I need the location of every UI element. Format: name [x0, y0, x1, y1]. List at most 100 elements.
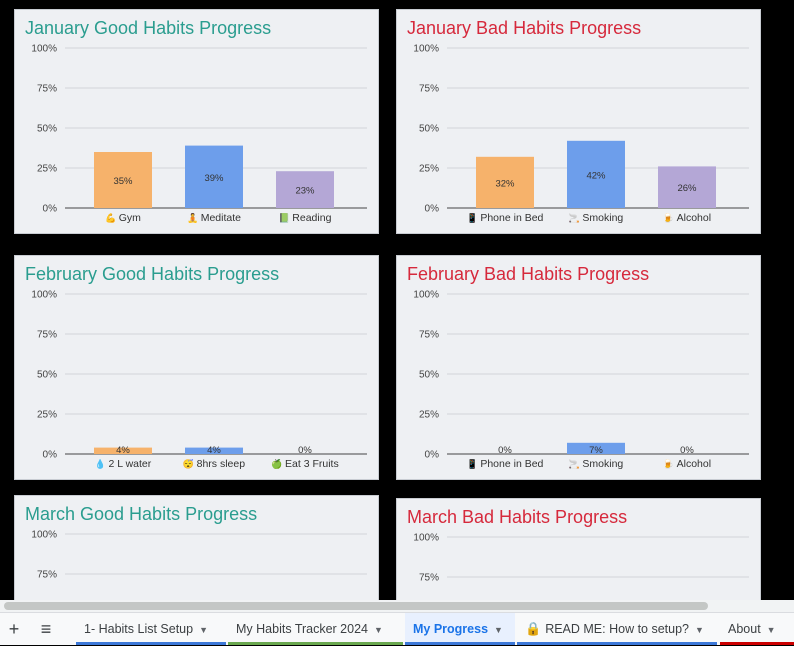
- all-sheets-menu-icon[interactable]: ≡: [40, 619, 52, 639]
- chart-title: January Bad Habits Progress: [407, 18, 642, 38]
- category-text: Phone in Bed: [480, 458, 543, 470]
- habit-emoji-icon: 🧘: [187, 212, 201, 223]
- category-text: 8hrs sleep: [197, 458, 246, 470]
- chevron-down-icon[interactable]: ▼: [199, 625, 209, 635]
- bar-data-label: 35%: [113, 176, 133, 187]
- bar: [476, 156, 534, 208]
- category-text: Meditate: [201, 212, 241, 224]
- habit-emoji-icon: 🍺: [663, 458, 677, 469]
- chevron-down-icon[interactable]: ▼: [766, 625, 776, 635]
- scrollbar-thumb[interactable]: [4, 602, 708, 610]
- chevron-down-icon[interactable]: ▼: [494, 625, 503, 635]
- category-text: Alcohol: [677, 458, 711, 470]
- chevron-down-icon[interactable]: ▼: [695, 625, 704, 635]
- tab-label: My Progress: [413, 622, 489, 636]
- chart-march-bad-habits[interactable]: March Bad Habits Progress 100% 75%: [396, 498, 761, 600]
- chart-title: March Bad Habits Progress: [407, 507, 628, 527]
- bar-data-label: 4%: [116, 445, 130, 456]
- chart-february-good-habits[interactable]: February Good Habits Progress 100% 75% 50%…: [14, 255, 379, 480]
- x-category-label: 🧘 Meditate: [187, 212, 241, 224]
- bar-data-label: 7%: [589, 445, 603, 456]
- category-text: Reading: [292, 212, 331, 224]
- chart-january-good-habits[interactable]: January Good Habits Progress 100% 75% 50% 2…: [14, 9, 379, 234]
- tab-my-habits-tracker-2024[interactable]: My Habits Tracker 2024 ▼: [228, 613, 403, 645]
- bar-data-label: 26%: [677, 183, 697, 194]
- y-tick-label: 100%: [31, 290, 57, 301]
- bar: [94, 447, 152, 454]
- chart-title: March Good Habits Progress: [25, 504, 258, 524]
- bar-data-label: 23%: [295, 186, 315, 197]
- x-category-label: 💪 Gym: [105, 212, 141, 224]
- bar: [567, 442, 625, 454]
- tab-color-indicator: [76, 642, 226, 645]
- habit-emoji-icon: 💧: [95, 458, 109, 469]
- bar-chart: 100% 75% 50% 25% 0% 4% 💧 2 L water 4% 😴 8hrs sle…: [31, 290, 367, 470]
- y-tick-label: 50%: [37, 370, 57, 381]
- x-category-label: 😴 8hrs sleep: [183, 458, 245, 470]
- bar-data-label: 4%: [207, 445, 221, 456]
- horizontal-scrollbar[interactable]: [0, 600, 794, 612]
- bar: [185, 145, 243, 208]
- habit-emoji-icon: 📗: [279, 213, 293, 223]
- tab-my-progress[interactable]: My Progress ▼: [405, 613, 515, 645]
- lock-icon: 🔒: [525, 621, 542, 636]
- habit-emoji-icon: 🍺: [663, 212, 677, 223]
- tab-color-indicator: [720, 642, 794, 645]
- x-category-label: 🚬 Smoking: [569, 458, 624, 470]
- y-tick-label: 50%: [419, 124, 439, 135]
- x-category-label: 🍏 Eat 3 Fruits: [271, 458, 338, 470]
- bar: [94, 152, 152, 208]
- tab-label: About: [728, 622, 761, 636]
- y-tick-label: 50%: [419, 370, 439, 381]
- habit-emoji-icon: 📱: [467, 458, 481, 469]
- bar-chart: 100% 75% 50% 25% 0% 35% 💪 Gym 39% 🧘 Meditate 23% 📗…: [31, 44, 367, 224]
- y-tick-label: 75%: [37, 330, 57, 341]
- category-text: Smoking: [582, 458, 623, 470]
- y-tick-label: 100%: [413, 44, 439, 55]
- habit-emoji-icon: 🍏: [271, 458, 285, 469]
- tab-color-indicator: [228, 642, 403, 645]
- chart-february-bad-habits[interactable]: February Bad Habits Progress 100% 75% 50% 2…: [396, 255, 761, 480]
- chart-march-good-habits[interactable]: March Good Habits Progress 100% 75%: [14, 495, 379, 600]
- category-text: Smoking: [582, 212, 623, 224]
- y-tick-label: 0%: [43, 204, 58, 215]
- y-tick-label: 75%: [37, 84, 57, 95]
- category-text: Alcohol: [677, 212, 711, 224]
- bar-data-label: 0%: [298, 445, 312, 456]
- bar-chart: 100% 75% 50% 25% 0% 32% 📱 Phone in Bed 42% 🚬 Smo…: [413, 44, 749, 224]
- tab-about[interactable]: About ▼: [720, 613, 794, 645]
- chart-title: January Good Habits Progress: [25, 18, 272, 38]
- x-category-label: 🚬 Smoking: [569, 212, 624, 224]
- tab-label: My Habits Tracker 2024: [236, 622, 368, 636]
- category-text: 2 L water: [108, 458, 151, 470]
- add-sheet-icon[interactable]: +: [8, 619, 20, 639]
- chart-title: February Good Habits Progress: [25, 264, 280, 284]
- y-tick-label: 75%: [419, 573, 439, 584]
- category-text: Gym: [119, 212, 141, 224]
- y-tick-label: 25%: [419, 164, 439, 175]
- x-category-label: 🍺 Alcohol: [663, 458, 711, 470]
- habit-emoji-icon: 💪: [105, 212, 119, 223]
- bar-data-label: 39%: [204, 173, 224, 184]
- chart-january-bad-habits[interactable]: January Bad Habits Progress 100% 75% 50% 25…: [396, 9, 761, 234]
- bar-data-label: 0%: [498, 445, 512, 456]
- y-tick-label: 100%: [31, 44, 57, 55]
- y-tick-label: 0%: [425, 450, 440, 461]
- habit-emoji-icon: 🚬: [569, 458, 583, 469]
- chevron-down-icon[interactable]: ▼: [374, 625, 383, 635]
- chart-title: February Bad Habits Progress: [407, 264, 650, 284]
- habit-emoji-icon: 🚬: [569, 212, 583, 223]
- y-tick-label: 50%: [37, 124, 57, 135]
- y-tick-label: 25%: [37, 410, 57, 421]
- y-tick-label: 75%: [419, 330, 439, 341]
- tab-habits-list-setup[interactable]: 1- Habits List Setup ▼: [76, 613, 226, 645]
- y-tick-label: 25%: [37, 164, 57, 175]
- y-tick-label: 100%: [413, 290, 439, 301]
- category-text: Eat 3 Fruits: [285, 458, 339, 470]
- y-tick-label: 100%: [31, 530, 57, 541]
- tab-color-indicator: [517, 642, 717, 645]
- bar-chart: 100% 75% 50% 25% 0% 0% 📱 Phone in Bed 7% 🚬 Smoki…: [413, 290, 749, 470]
- tab-read-me-how-to-setup[interactable]: 🔒 READ ME: How to setup? ▼: [517, 613, 717, 645]
- x-category-label: 📗 Reading: [279, 212, 332, 224]
- y-tick-label: 75%: [419, 84, 439, 95]
